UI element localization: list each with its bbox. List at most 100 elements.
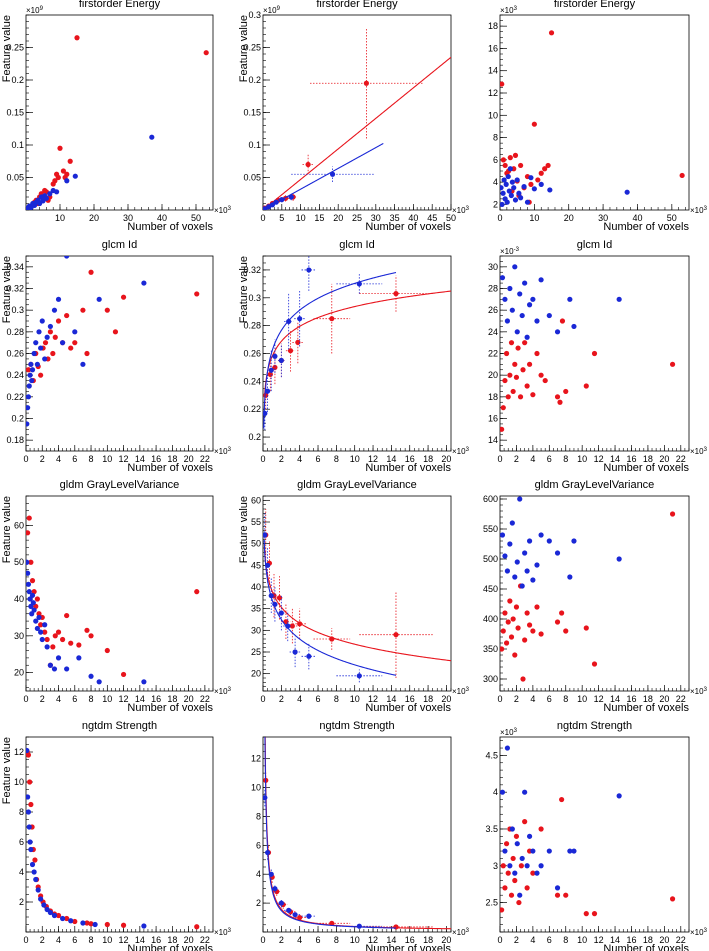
data-point-red [518,863,524,869]
x-tick-label: 22 [676,935,686,945]
x-tick-label: 20 [659,694,669,704]
y-tick-label: 0.2 [11,414,24,424]
x-tick-label: 20 [441,454,451,464]
x-axis-label: Number of voxels [127,943,213,951]
x-tick-label: 20 [184,454,194,464]
data-point-blue [38,896,44,902]
data-point-blue [264,849,271,856]
x-tick-label: 2 [514,454,519,464]
data-point-blue [263,532,268,538]
y-tick-label: 30 [488,262,498,272]
data-point-blue [567,296,573,302]
y-tick-label: 0.1 [248,140,261,150]
data-point-blue [39,318,45,324]
data-point-blue [264,388,271,394]
x-tick-label: 18 [167,694,177,704]
y-tick-label: 18 [488,392,498,402]
y-exponent-label: ×103 [500,728,518,737]
data-point-red [194,291,200,297]
x-tick-label: 4 [530,694,535,704]
y-exponent-label: ×10-3 [500,247,520,256]
x-tick-label: 8 [334,935,339,945]
data-point-blue [519,855,525,862]
data-point-blue [272,886,278,892]
y-tick-label: 0.28 [243,321,261,331]
data-point-red [500,628,506,634]
y-tick-label: 50 [251,539,261,549]
y-tick-label: 8 [493,133,498,143]
data-point-blue [29,611,35,617]
data-point-red [591,350,598,357]
x-tick-label: 12 [368,694,378,704]
chart-title: glcm Id [577,239,612,251]
data-point-blue [624,189,630,195]
data-point-blue [519,583,525,589]
data-point-blue [51,912,58,919]
data-point-blue [356,673,362,679]
data-point-blue [616,556,622,562]
data-point-blue [571,848,577,854]
data-point-blue [511,185,517,191]
x-tick-label: 10 [102,935,112,945]
x-tick-label: 15 [314,213,324,223]
data-point-red [120,294,127,300]
data-point-blue [44,334,50,340]
x-tick-label: 8 [334,694,339,704]
plot-frame [262,14,452,211]
x-tick-label: 16 [626,935,636,945]
data-point-red [512,361,518,367]
data-point-blue [92,921,98,928]
x-tick-label: 4 [297,935,302,945]
data-point-red [505,870,511,876]
x-tick-label: 30 [371,213,381,223]
x-tick-label: 14 [610,454,620,464]
data-point-blue [512,574,518,580]
x-exponent-power: 3 [228,206,232,212]
data-point-red [522,340,528,346]
x-axis-label: Number of voxels [603,221,689,233]
data-point-blue [26,809,32,815]
x-tick-label: 6 [316,454,321,464]
data-point-red [295,339,301,345]
data-point-red [510,855,516,862]
y-tick-label: 6 [19,837,24,847]
y-tick-label: 30 [251,625,261,635]
y-tick-label: 40 [14,594,24,604]
data-point-blue [504,745,510,751]
data-point-red [554,619,561,625]
data-point-red [516,899,522,906]
data-point-red [520,676,526,682]
data-point-red [363,80,369,86]
y-tick-label: 0.25 [6,43,24,53]
y-exponent-label: ×103 [500,6,518,15]
data-point-red [305,161,311,168]
data-point-blue [33,618,39,624]
data-point-red [47,329,53,335]
y-tick-label: 28 [488,284,498,294]
data-point-blue [269,202,275,208]
data-point-blue [141,923,147,929]
data-point-blue [538,863,544,869]
data-point-red [55,912,62,919]
data-point-red [104,307,110,313]
x-tick-label: 40 [408,213,418,223]
x-tick-label: 10 [577,454,587,464]
plot-area [500,30,685,208]
data-point-blue [268,593,274,599]
data-point-red [538,170,544,176]
data-point-blue [38,629,44,635]
y-tick-label: 20 [251,669,261,679]
chart-title: firstorder Energy [316,0,398,10]
data-point-red [563,628,569,634]
plot-area [26,35,209,210]
y-tick-label: 0.18 [6,435,24,445]
data-point-red [526,361,533,367]
data-point-blue [571,323,577,330]
chart-title: gldm GrayLevelVariance [535,479,655,491]
x-tick-label: 0 [23,935,28,945]
data-point-red [531,121,537,127]
x-tick-label: 0 [23,694,28,704]
x-tick-label: 20 [659,454,669,464]
data-point-blue [500,532,506,538]
y-tick-label: 300 [483,674,498,684]
